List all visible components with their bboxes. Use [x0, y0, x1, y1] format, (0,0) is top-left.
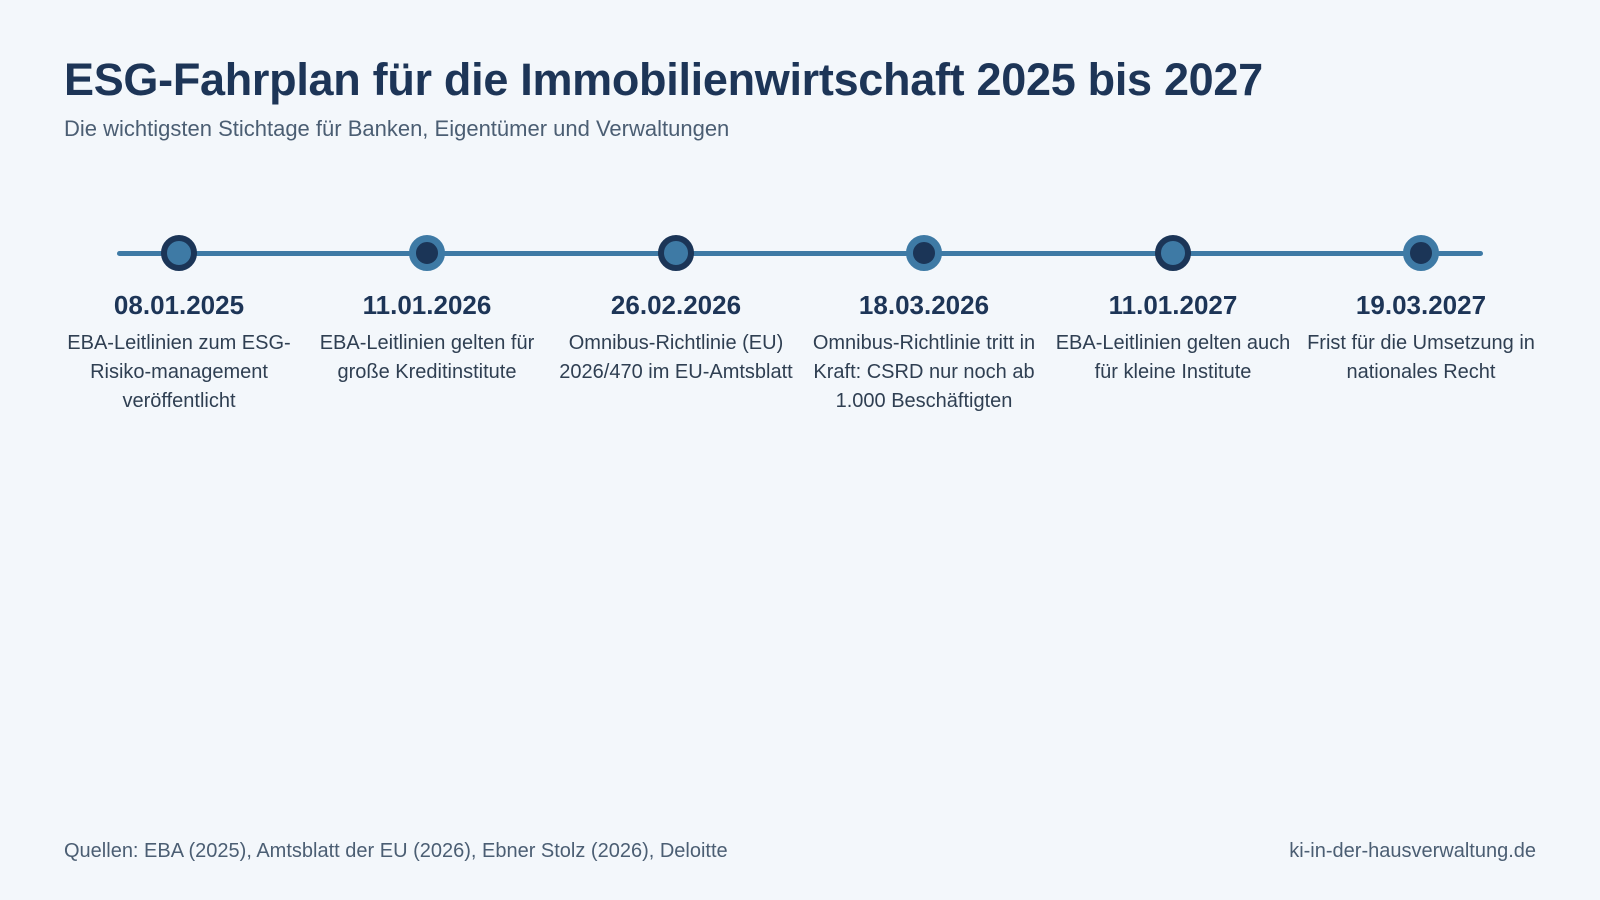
milestone-description: Frist für die Umsetzung in nationales Re…	[1307, 332, 1535, 383]
sources-note: Quellen: EBA (2025), Amtsblatt der EU (2…	[64, 840, 728, 862]
milestone-5: 11.01.2027 EBA-Leitlinien gelten auch fü…	[1055, 235, 1291, 387]
milestone-description: EBA-Leitlinien zum ESG-Risiko-management…	[67, 332, 291, 412]
milestone-4: 18.03.2026 Omnibus-Richtlinie tritt in K…	[806, 235, 1042, 416]
milestone-description: Omnibus-Richtlinie tritt in Kraft: CSRD …	[812, 332, 1036, 412]
page-subtitle: Die wichtigsten Stichtage für Banken, Ei…	[64, 116, 730, 141]
page-title: ESG-Fahrplan für die Immobilienwirtschaf…	[64, 54, 1263, 105]
milestone-date: 08.01.2025	[113, 290, 245, 320]
milestone-marker	[409, 235, 445, 271]
milestone-1: 08.01.2025 EBA-Leitlinien zum ESG-Risiko…	[61, 235, 297, 416]
milestone-3: 26.02.2026 Omnibus-Richtlinie (EU) 2026/…	[558, 235, 794, 387]
milestone-marker	[1403, 235, 1439, 271]
milestone-description: Omnibus-Richtlinie (EU) 2026/470 im EU-A…	[559, 332, 793, 383]
milestone-marker	[658, 235, 694, 271]
milestone-6: 19.03.2027 Frist für die Umsetzung in na…	[1303, 235, 1539, 387]
milestone-date: 11.01.2026	[362, 290, 492, 320]
timeline-line	[117, 251, 1483, 256]
milestone-date: 19.03.2027	[1355, 290, 1487, 320]
milestone-date: 26.02.2026	[610, 290, 742, 320]
milestone-marker	[161, 235, 197, 271]
milestone-date: 11.01.2027	[1108, 290, 1238, 320]
milestone-marker	[906, 235, 942, 271]
milestone-2: 11.01.2026 EBA-Leitlinien gelten für gro…	[309, 235, 545, 387]
milestone-date: 18.03.2026	[858, 290, 990, 320]
milestone-description: EBA-Leitlinien gelten auch für kleine In…	[1055, 332, 1291, 383]
milestone-description: EBA-Leitlinien gelten für große Kreditin…	[319, 332, 535, 383]
website-link[interactable]: ki-in-der-hausverwaltung.de	[1289, 840, 1536, 862]
milestone-marker	[1155, 235, 1191, 271]
